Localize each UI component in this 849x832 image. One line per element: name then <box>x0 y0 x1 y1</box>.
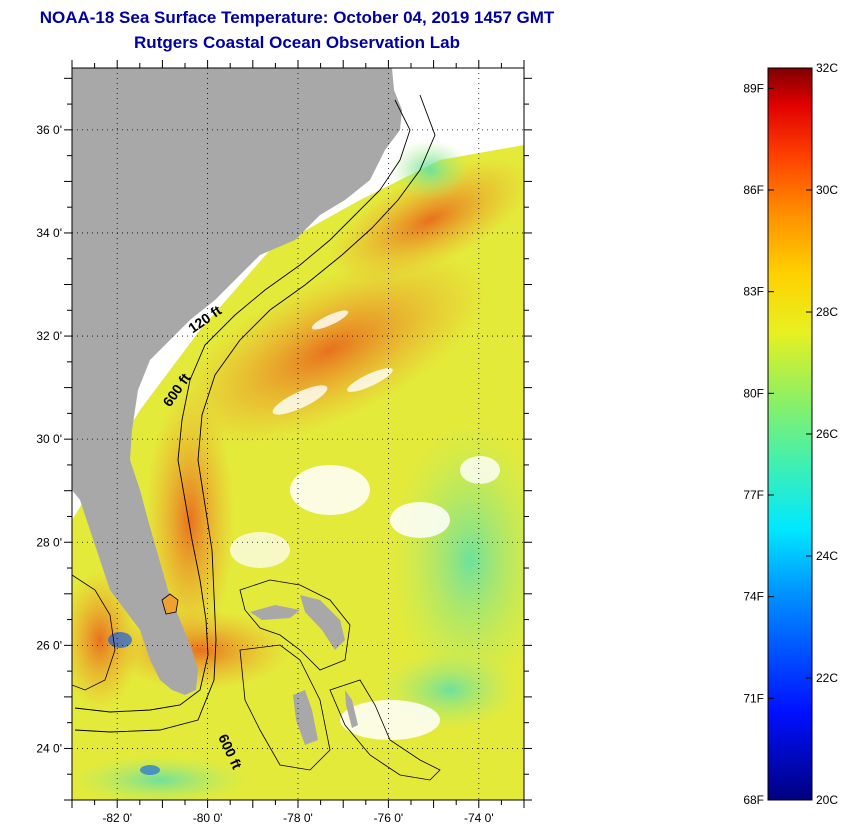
sst-warm-gulfstream <box>328 158 524 282</box>
sst-cool-east <box>390 420 524 700</box>
colorbar-f-label: 68F <box>743 793 764 807</box>
colorbar <box>767 67 813 801</box>
contour-600ft <box>74 94 436 733</box>
contour-gulf <box>72 574 116 691</box>
colorbar-f-label: 86F <box>743 183 764 197</box>
lat-tick-label: 36 0' <box>36 123 62 137</box>
sst-blue-patch-1 <box>108 632 132 648</box>
colorbar-f-label: 74F <box>743 590 764 604</box>
colorbar-f-label: 83F <box>743 285 764 299</box>
colorbar-f-label: 89F <box>743 81 764 95</box>
lat-tick-label: 30 0' <box>36 432 62 446</box>
cloud-gap <box>230 532 290 568</box>
contour-bahamas <box>239 579 351 671</box>
axis-labels: 36 0' 34 0' 32 0' 30 0' 28 0' 26 0' 24 0' -82 0… <box>36 123 493 825</box>
colorbar-c-label: 20C <box>816 793 838 807</box>
sst-blue-patch-2 <box>140 765 160 775</box>
lat-tick-label: 28 0' <box>36 535 62 549</box>
cloud-gap <box>340 700 440 740</box>
cloud-gap <box>290 465 370 515</box>
map-title: NOAA-18 Sea Surface Temperature: October… <box>39 8 555 27</box>
sst-warm-core <box>173 254 487 446</box>
lon-tick-label: -80 0' <box>193 811 223 825</box>
colorbar-c-label: 32C <box>816 61 838 75</box>
land-us-southeast <box>72 68 402 695</box>
lon-tick-label: -76 0' <box>374 811 404 825</box>
lon-tick-label: -78 0' <box>283 811 313 825</box>
colorbar-c-label: 28C <box>816 305 838 319</box>
lon-tick-label: -74 0' <box>464 811 494 825</box>
sst-cool-north <box>390 140 470 200</box>
colorbar-c-label: 22C <box>816 671 838 685</box>
land-bahamas-abaco <box>300 595 345 650</box>
lat-tick-label: 32 0' <box>36 329 62 343</box>
contour-bahamas-east <box>329 679 441 781</box>
lat-tick-label: 24 0' <box>36 741 62 755</box>
sst-cool-gulf <box>72 755 250 800</box>
cloud-gap <box>390 502 450 538</box>
land-bahamas-grand <box>250 605 300 620</box>
colorbar-f-label: 71F <box>743 691 764 705</box>
colorbar-labels: 32C 30C 28C 26C 24C 22C 20C 89F 86F 83F 80F 77F 74F 7… <box>743 61 838 807</box>
contour-lake <box>161 593 179 615</box>
cloud-gap <box>311 310 349 330</box>
cloud-gap <box>272 385 328 415</box>
colorbar-c-label: 24C <box>816 549 838 563</box>
land-bahamas-andros <box>293 690 318 745</box>
lon-tick-label: -82 0' <box>102 811 132 825</box>
sst-warm-florida-east <box>145 390 235 650</box>
colorbar-c-label: 26C <box>816 427 838 441</box>
colorbar-c-label: 30C <box>816 183 838 197</box>
map-subtitle: Rutgers Coastal Ocean Observation Lab <box>134 33 460 52</box>
colorbar-f-label: 77F <box>743 488 764 502</box>
lat-tick-label: 26 0' <box>36 638 62 652</box>
cloud-gap <box>460 456 500 484</box>
contour-120ft <box>74 99 411 713</box>
cloud-gap <box>347 368 393 392</box>
axis-ticks <box>64 60 532 808</box>
lat-lon-grid <box>72 68 524 800</box>
land-bahamas-eleuthera <box>345 690 358 728</box>
lat-tick-label: 34 0' <box>36 226 62 240</box>
colorbar-f-label: 80F <box>743 386 764 400</box>
contour-bahamas-south <box>239 644 331 771</box>
